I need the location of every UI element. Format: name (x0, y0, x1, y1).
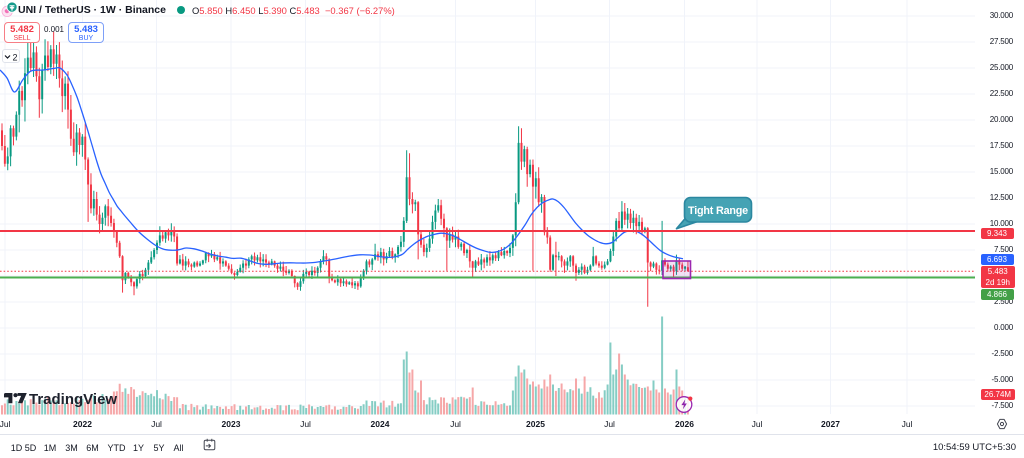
svg-text:2: 2 (13, 53, 18, 63)
svg-text:Tight Range: Tight Range (688, 205, 748, 217)
